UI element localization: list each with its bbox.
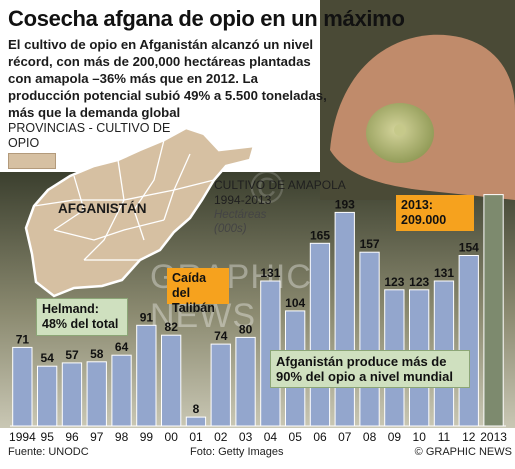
bar-06 <box>309 242 331 427</box>
chart-unit: (000s) <box>214 223 247 235</box>
production-callout: Afganistán produce más de 90% del opio a… <box>270 350 470 388</box>
tick-label-02: 02 <box>214 430 228 444</box>
value-label-12: 154 <box>459 241 479 255</box>
bar-96 <box>61 362 83 427</box>
value-label-97: 58 <box>90 347 104 361</box>
value-label-09: 123 <box>384 275 404 289</box>
tick-label-99: 99 <box>140 430 154 444</box>
value-label-1994: 71 <box>16 332 30 346</box>
tick-label-00: 00 <box>165 430 179 444</box>
value-label-98: 64 <box>115 340 129 354</box>
helmand-callout: Helmand: 48% del total <box>36 298 128 336</box>
tick-label-96: 96 <box>65 430 79 444</box>
value-label-08: 157 <box>360 237 380 251</box>
value-label-10: 123 <box>409 275 429 289</box>
brand-credit: © GRAPHIC NEWS <box>414 446 512 458</box>
bar-99 <box>136 324 157 427</box>
bar-00 <box>161 334 182 427</box>
headline: Cosecha afgana de opio en un máximo <box>8 6 405 31</box>
bar-95 <box>37 365 58 427</box>
bar-1994 <box>12 346 33 427</box>
tick-label-95: 95 <box>41 430 55 444</box>
tick-label-2013: 2013 <box>480 430 507 444</box>
bar-98 <box>111 354 132 427</box>
tick-label-04: 04 <box>264 430 278 444</box>
value-label-06: 165 <box>310 228 330 242</box>
tick-label-01: 01 <box>189 430 203 444</box>
bar-02 <box>210 343 231 427</box>
bar-12 <box>458 255 479 427</box>
value-label-04: 131 <box>260 266 280 280</box>
map-country-label: AFGANISTÁN <box>58 201 147 216</box>
tick-label-07: 07 <box>338 430 352 444</box>
taliban-callout: Caída del Talibán <box>167 268 229 315</box>
value-label-95: 54 <box>41 351 55 365</box>
bar-03 <box>235 336 256 427</box>
value-label-99: 91 <box>140 310 154 324</box>
value-label-00: 82 <box>165 320 179 334</box>
tick-label-1994: 1994 <box>9 430 36 444</box>
chart-subtitle: Hectáreas <box>214 209 267 221</box>
tick-label-03: 03 <box>239 430 253 444</box>
bar-97 <box>86 361 107 427</box>
afghanistan-map <box>24 126 256 298</box>
tick-label-05: 05 <box>289 430 303 444</box>
tick-label-10: 10 <box>413 430 427 444</box>
bar-07 <box>334 211 355 427</box>
tick-label-06: 06 <box>313 430 327 444</box>
value-label-02: 74 <box>214 329 228 343</box>
watermark-copyright: © <box>250 161 284 213</box>
intro-text: El cultivo de opio en Afganistán alcanzó… <box>8 37 327 120</box>
bar-01 <box>185 416 207 427</box>
tick-label-98: 98 <box>115 430 129 444</box>
value-label-07: 193 <box>335 197 355 211</box>
tick-label-12: 12 <box>462 430 476 444</box>
value-label-11: 131 <box>434 266 454 280</box>
value-label-05: 104 <box>285 296 305 310</box>
photo-credit: Foto: Getty Images <box>190 446 284 458</box>
value-label-01: 8 <box>193 402 200 416</box>
map-title: PROVINCIAS - CULTIVO DE OPIO <box>8 121 171 150</box>
tick-label-09: 09 <box>388 430 402 444</box>
value-label-96: 57 <box>65 348 79 362</box>
chart-title: CULTIVO DE AMAPOLA 1994-2013 <box>214 178 346 207</box>
tick-label-08: 08 <box>363 430 377 444</box>
bar-2013 <box>483 194 504 427</box>
map-legend-swatch <box>8 153 56 169</box>
tick-label-11: 11 <box>438 430 451 444</box>
tick-label-97: 97 <box>90 430 104 444</box>
bar-08 <box>359 251 380 427</box>
value-label-03: 80 <box>239 322 253 336</box>
source-credit: Fuente: UNODC <box>8 446 89 458</box>
year-2013-callout: 2013: 209.000 <box>396 195 474 231</box>
